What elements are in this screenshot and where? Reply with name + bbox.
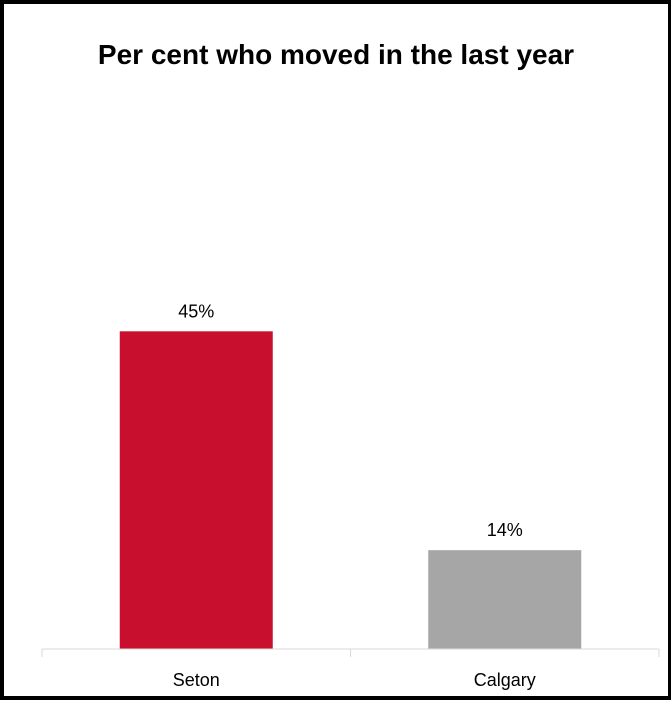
- bar-chart: 45% Seton 14% Calgary: [41, 301, 660, 690]
- data-label-seton: 45%: [178, 301, 214, 321]
- bar-calgary: [428, 550, 582, 649]
- category-label-seton: Seton: [173, 670, 220, 690]
- data-label-calgary: 14%: [487, 520, 523, 540]
- bar-seton: [119, 331, 273, 649]
- chart-title: Per cent who moved in the last year: [8, 38, 664, 72]
- category-label-calgary: Calgary: [474, 670, 536, 690]
- chart-title-text: Per cent who moved in the last year: [97, 39, 575, 70]
